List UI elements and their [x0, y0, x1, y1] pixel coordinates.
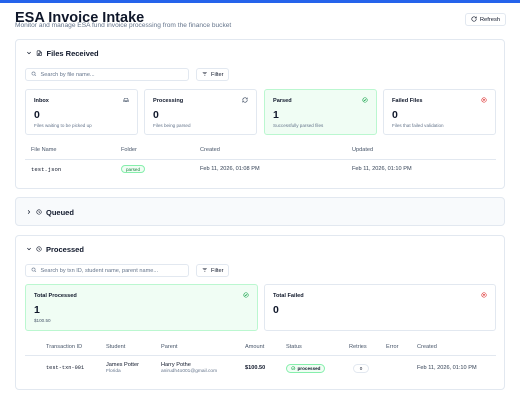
column-header-file-name[interactable]: File Name: [31, 147, 57, 153]
files-filter-label: Filter: [211, 71, 224, 78]
check-circle-icon: [291, 366, 296, 372]
top-accent-bar: [0, 0, 520, 3]
file-name-cell[interactable]: test.json: [31, 166, 62, 173]
stat-label: Parsed: [273, 98, 292, 104]
stat-value: 1: [273, 109, 279, 121]
column-header-amount[interactable]: Amount: [245, 344, 265, 350]
queued-title: Queued: [46, 208, 74, 217]
processed-search-input[interactable]: Search by txn ID, student name, parent n…: [25, 264, 189, 277]
stat-label: Inbox: [34, 98, 49, 104]
stat-value: 0: [273, 304, 279, 316]
search-icon: [31, 267, 37, 275]
stat-label: Failed Files: [392, 98, 423, 104]
student-name-cell: James Potter: [106, 362, 139, 368]
processed-section: Processed Search by txn ID, student name…: [15, 235, 505, 390]
file-icon: [36, 49, 43, 58]
x-circle-icon: [481, 97, 487, 103]
stat-amount: $100.50: [34, 318, 51, 323]
processed-filter-label: Filter: [211, 267, 224, 274]
refresh-button[interactable]: Refresh: [465, 13, 506, 26]
files-search-placeholder: Search by file name...: [40, 71, 95, 78]
clock-icon: [36, 245, 42, 254]
chevron-down-icon: [26, 49, 32, 58]
inbox-icon: [123, 97, 129, 103]
stat-card-total-processed: Total Processed 1 $100.50: [25, 284, 258, 331]
x-circle-icon: [481, 292, 487, 298]
student-state-cell: Florida: [106, 369, 121, 374]
column-header-transaction-id[interactable]: Transaction ID: [46, 344, 83, 350]
filter-icon: [202, 267, 208, 275]
check-circle-icon: [362, 97, 368, 103]
stat-label: Total Processed: [34, 293, 77, 299]
created-cell: Feb 11, 2026, 01:08 PM: [200, 166, 260, 172]
parent-email-cell: anirudh4o001@gmail.com: [161, 369, 218, 374]
column-header-created[interactable]: Created: [200, 147, 220, 153]
processed-filter-button[interactable]: Filter: [196, 264, 229, 277]
stat-label: Total Failed: [273, 293, 304, 299]
folder-badge-label: parsed: [126, 166, 141, 172]
chevron-down-icon: [26, 245, 32, 254]
page-subtitle: Monitor and manage ESA fund invoice proc…: [15, 22, 232, 29]
column-header-student[interactable]: Student: [106, 344, 126, 350]
folder-badge: parsed: [121, 165, 146, 173]
stat-value: 0: [153, 109, 159, 121]
clock-icon: [36, 208, 42, 217]
stat-value: 1: [34, 304, 40, 316]
check-circle-icon: [243, 292, 249, 298]
retries-value: 0: [359, 366, 363, 371]
files-search-input[interactable]: Search by file name...: [25, 68, 189, 81]
processed-toggle[interactable]: Processed: [26, 245, 84, 254]
stat-value: 0: [34, 109, 40, 121]
page-title: ESA Invoice Intake: [15, 10, 145, 26]
stat-card-total-failed: Total Failed 0: [264, 284, 496, 331]
stat-card-inbox: Inbox 0 Files waiting to be picked up: [25, 89, 138, 135]
stat-description: Successfully parsed files: [273, 123, 324, 128]
stat-value: 0: [392, 109, 398, 121]
retries-badge: 0: [353, 364, 369, 373]
refresh-icon: [471, 15, 477, 24]
status-badge: processed: [286, 364, 326, 373]
column-header-status[interactable]: Status: [286, 344, 302, 350]
refresh-label: Refresh: [479, 16, 501, 23]
stat-label: Processing: [153, 98, 184, 104]
column-header-created[interactable]: Created: [417, 344, 437, 350]
stat-card-processing: Processing 0 Files being parsed: [144, 89, 257, 135]
files-filter-button[interactable]: Filter: [196, 68, 229, 81]
refresh-icon: [242, 97, 248, 103]
table-header-divider: [25, 355, 496, 356]
stat-description: Files waiting to be picked up: [34, 123, 92, 128]
stat-card-failed-files: Failed Files 0 Files that failed validat…: [383, 89, 496, 135]
chevron-right-icon: [26, 208, 32, 217]
stat-description: Files being parsed: [153, 123, 191, 128]
updated-cell: Feb 11, 2026, 01:10 PM: [352, 166, 412, 172]
filter-icon: [202, 71, 208, 79]
queued-toggle[interactable]: Queued: [26, 208, 74, 217]
column-header-parent[interactable]: Parent: [161, 344, 178, 350]
transaction-id-cell[interactable]: test-txn-001: [46, 365, 85, 371]
search-icon: [31, 71, 37, 79]
processed-search-placeholder: Search by txn ID, student name, parent n…: [40, 267, 159, 274]
stat-description: Files that failed validation: [392, 123, 444, 128]
amount-cell: $100.50: [245, 365, 266, 371]
column-header-updated[interactable]: Updated: [352, 147, 374, 153]
files-received-section: Files Received Search by file name... Fi…: [15, 39, 505, 189]
column-header-retries[interactable]: Retries: [349, 344, 367, 350]
parent-name-cell: Harry Pothe: [161, 362, 191, 368]
files-received-toggle[interactable]: Files Received: [26, 49, 99, 58]
files-received-title: Files Received: [46, 49, 99, 58]
created-cell: Feb 11, 2026, 01:10 PM: [417, 365, 477, 371]
queued-section: Queued: [15, 197, 505, 226]
column-header-folder[interactable]: Folder: [121, 147, 137, 153]
status-badge-label: processed: [297, 366, 321, 371]
column-header-error[interactable]: Error: [386, 344, 399, 350]
stat-card-parsed: Parsed 1 Successfully parsed files: [264, 89, 377, 135]
table-header-divider: [25, 159, 496, 160]
processed-title: Processed: [46, 245, 84, 254]
